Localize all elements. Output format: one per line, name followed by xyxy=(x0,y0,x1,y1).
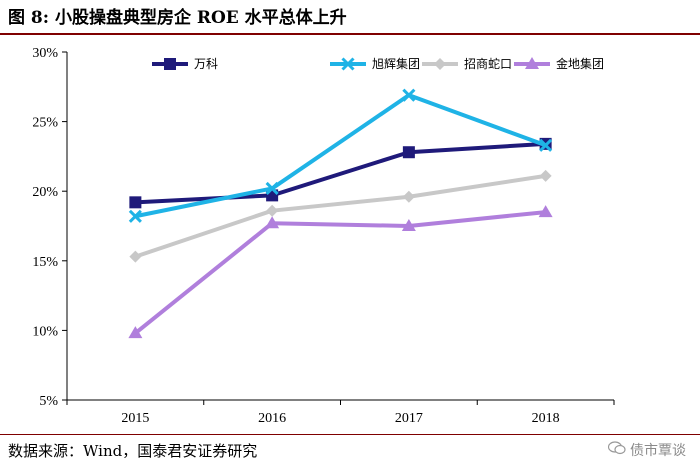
chart-legend: 万科 旭辉集团 招商蛇口 金地集团 xyxy=(152,56,604,71)
data-point xyxy=(265,216,280,229)
y-tick-label: 20% xyxy=(32,185,58,200)
chart-series xyxy=(128,88,553,339)
footer-divider xyxy=(0,434,700,435)
legend-marker xyxy=(525,57,539,69)
data-point xyxy=(539,138,553,152)
legend-marker xyxy=(164,58,176,70)
series-1 xyxy=(129,137,552,209)
legend-marker xyxy=(434,58,446,70)
data-point xyxy=(129,196,142,209)
data-point xyxy=(402,190,415,203)
data-point xyxy=(128,326,143,339)
data-point xyxy=(539,169,552,182)
x-tick-label: 2015 xyxy=(121,411,149,426)
data-point xyxy=(128,209,142,223)
data-point xyxy=(265,181,279,195)
watermark: 债市覃谈 xyxy=(607,440,686,462)
legend-label: 旭辉集团 xyxy=(372,56,420,71)
title-divider xyxy=(0,33,700,35)
legend-marker xyxy=(341,57,355,71)
legend-label: 金地集团 xyxy=(556,56,604,71)
legend-item: 招商蛇口 xyxy=(422,56,512,71)
x-tick-label: 2017 xyxy=(395,411,423,426)
data-point xyxy=(538,205,553,218)
y-tick-label: 25% xyxy=(32,116,58,131)
series-line xyxy=(134,173,546,259)
data-point xyxy=(401,219,416,231)
y-tick-label: 15% xyxy=(32,255,58,270)
legend-item: 旭辉集团 xyxy=(330,56,420,71)
chart-axes: 5% 10% 15% 20% 25% 30% 2015 2016 2017 2018 xyxy=(32,46,615,426)
series-4 xyxy=(128,205,553,339)
data-point xyxy=(266,204,279,217)
figure-title: 图 8: 小股操盘典型房企 ROE 水平总体上升 xyxy=(8,8,347,28)
series-2 xyxy=(128,88,553,223)
legend-label: 万科 xyxy=(194,57,218,71)
data-point xyxy=(402,146,415,159)
data-point xyxy=(129,250,142,263)
line-chart: 5% 10% 15% 20% 25% 30% 2015 2016 2017 2018 万科 旭辉集团… xyxy=(32,46,615,426)
y-tick-label: 10% xyxy=(32,324,58,339)
wechat-icon xyxy=(607,440,626,462)
x-tick-label: 2018 xyxy=(532,411,560,426)
series-line xyxy=(135,141,546,205)
y-tick-label: 30% xyxy=(32,46,58,61)
series-line xyxy=(134,93,547,219)
data-point xyxy=(402,88,416,102)
legend-item: 金地集团 xyxy=(514,56,604,71)
data-source-note: 数据来源：Wind，国泰君安证券研究 xyxy=(8,442,258,460)
legend-label: 招商蛇口 xyxy=(464,56,512,71)
series-line xyxy=(134,210,546,335)
y-tick-label: 5% xyxy=(39,394,58,409)
legend-item: 万科 xyxy=(152,57,218,71)
series-3 xyxy=(129,169,552,263)
x-tick-label: 2016 xyxy=(258,411,286,426)
watermark-text: 债市覃谈 xyxy=(630,443,686,459)
